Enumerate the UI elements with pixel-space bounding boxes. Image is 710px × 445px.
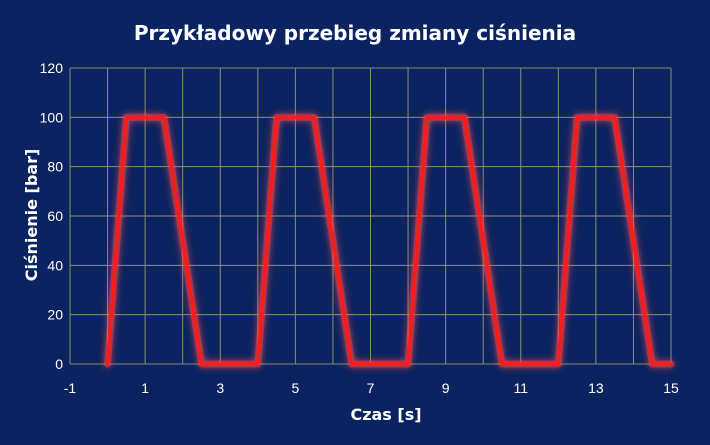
y-tick-label: 20: [47, 307, 63, 323]
x-tick-label: 7: [367, 380, 375, 396]
grid: [69, 67, 672, 365]
x-axis-title: Czas [s]: [350, 405, 421, 424]
y-tick-label: 0: [55, 356, 63, 372]
x-tick-label: 1: [141, 380, 149, 396]
x-tick-label: 3: [216, 380, 224, 396]
x-tick-label: 5: [291, 380, 299, 396]
x-tick-label: 11: [513, 380, 528, 396]
x-tick-label: -1: [64, 380, 77, 396]
y-tick-label: 80: [47, 159, 63, 175]
y-tick-label: 40: [47, 257, 63, 273]
series-line: [105, 115, 673, 366]
x-tick-label: 9: [442, 380, 450, 396]
y-tick-label: 120: [40, 60, 64, 76]
series-layer: [104, 113, 675, 368]
series-line-glow: [104, 113, 675, 368]
x-tick-label: 15: [663, 380, 679, 396]
y-axis-title: Ciśnienie [bar]: [22, 149, 41, 282]
x-tick-label: 13: [588, 380, 604, 396]
chart-title: Przykładowy przebieg zmiany ciśnienia: [134, 21, 576, 45]
y-tick-label: 100: [40, 109, 64, 125]
y-tick-label: 60: [47, 208, 63, 224]
